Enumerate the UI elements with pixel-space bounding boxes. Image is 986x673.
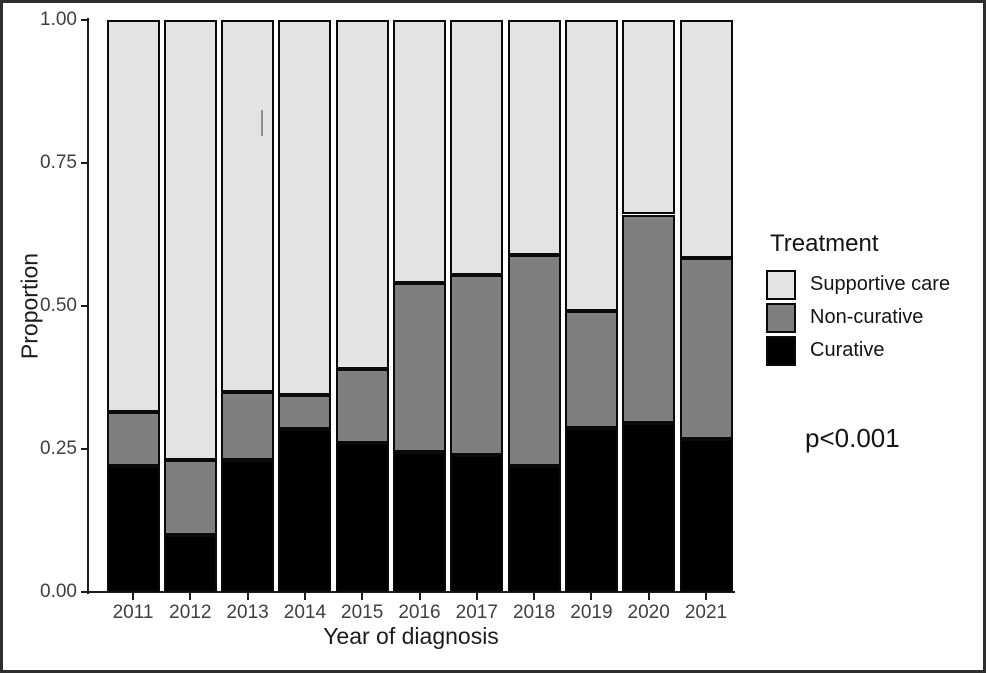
x-tick-label-2019: 2019 [570,602,613,623]
bar-2015 [335,20,389,592]
x-tick-label-2014: 2014 [283,602,327,623]
bar-segment-2013-supportive-care [221,20,275,392]
bar-segment-2015-non-curative [335,368,389,444]
x-tick-2020 [647,593,650,600]
y-tick-label-0.50: 0.50 [40,295,77,316]
bar-2018 [507,20,561,592]
x-tick-label-2018: 2018 [512,602,556,623]
bar-2013 [221,20,275,592]
y-tick-label-1.00: 1.00 [40,9,77,30]
x-tick-2015 [361,593,364,600]
x-tick-2019 [590,593,593,600]
x-tick-label-2011: 2011 [112,602,154,623]
y-tick-1.00 [81,19,88,21]
bar-2011 [106,20,160,592]
y-tick-label-0.25: 0.25 [40,438,77,459]
x-axis-line [87,591,735,593]
x-tick-2012 [189,593,192,600]
bar-segment-2021-non-curative [679,257,733,440]
x-tick-2011 [132,593,134,600]
x-tick-2017 [475,593,478,600]
bar-segment-2021-curative [679,439,733,592]
p-value-annotation: p<0.001 [805,423,900,453]
bar-segment-2014-curative [278,428,332,592]
bar-segment-2015-supportive-care [335,20,389,369]
bar-segment-2020-curative [622,423,676,592]
x-tick-2014 [303,593,306,600]
legend-entry-non-curative: Non-curative [766,301,950,334]
bar-2020 [622,20,676,592]
y-tick-0.00 [81,591,88,593]
y-tick-label-0.00: 0.00 [40,581,77,602]
bar-2016 [393,20,446,592]
bar-segment-2017-non-curative [450,274,504,455]
bar-segment-2020-non-curative [622,214,676,424]
y-tick-0.50 [81,305,88,307]
y-tick-0.75 [81,162,88,164]
bar-segment-2011-curative [106,466,160,592]
x-tick-2013 [246,593,249,600]
bar-segment-2011-non-curative [106,411,160,467]
legend-entry-curative: Curative [766,334,950,367]
legend-swatch-curative [766,335,796,366]
bar-segment-2018-supportive-care [507,20,561,255]
x-tick-2021 [705,593,707,600]
bar-segment-2020-supportive-care [622,20,676,215]
x-tick-label-2017: 2017 [455,602,498,623]
bar-2019 [564,20,618,592]
bar-segment-2012-curative [163,534,217,592]
bar-segment-2016-curative [393,451,446,592]
bar-segment-2021-supportive-care [679,20,733,258]
bar-segment-2019-curative [564,427,618,592]
legend-entries: Supportive care Non-curative Curative [766,268,950,367]
bar-segment-2012-supportive-care [163,20,217,461]
plot-area [89,20,734,592]
bar-segment-2014-supportive-care [278,20,332,395]
bar-segment-2013-non-curative [221,391,275,461]
legend-label: Non-curative [810,306,924,328]
x-tick-label-2016: 2016 [398,602,441,623]
bar-2012 [163,20,217,592]
bar-segment-2016-non-curative [393,283,446,452]
legend-swatch-supportive-care [766,269,796,300]
legend-label: Supportive care [810,273,951,295]
bar-segment-2011-supportive-care [106,20,160,412]
legend-label: Curative [810,339,885,361]
x-tick-label-2015: 2015 [341,602,384,623]
x-axis-title: Year of diagnosis [323,623,499,649]
legend-title: Treatment [770,230,879,257]
bar-segment-2014-non-curative [278,394,332,429]
x-tick-label-2020: 2020 [627,602,670,623]
legend-entry-supportive-care: Supportive care [766,268,950,301]
x-tick-2018 [533,593,536,600]
bar-segment-2015-curative [335,443,389,592]
x-tick-label-2013: 2013 [226,602,269,623]
bar-segment-2012-non-curative [163,460,217,535]
y-tick-label-0.75: 0.75 [40,152,77,173]
bar-segment-2018-non-curative [507,254,561,467]
stray-mark [261,110,263,136]
x-tick-label-2021: 2021 [684,602,728,623]
bar-segment-2017-curative [450,454,504,592]
bar-segment-2019-supportive-care [564,20,618,311]
y-axis-line [87,18,89,594]
bar-segment-2019-non-curative [564,310,618,428]
x-tick-2016 [418,593,421,600]
bar-segment-2016-supportive-care [393,20,446,284]
bar-segment-2013-curative [221,460,275,592]
x-tick-label-2012: 2012 [169,602,212,623]
bar-2014 [278,20,332,592]
bar-segment-2018-curative [507,466,561,592]
bar-2021 [679,20,733,592]
bar-2017 [450,20,504,592]
y-tick-0.25 [81,448,88,450]
bar-segment-2017-supportive-care [450,20,504,275]
legend: Treatment Supportive care Non-curative Cur… [766,230,950,367]
legend-swatch-non-curative [766,302,796,333]
